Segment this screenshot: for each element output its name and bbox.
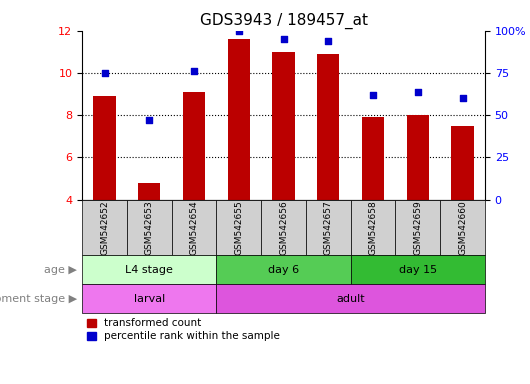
Bar [127, 200, 172, 255]
Text: age ▶: age ▶ [44, 265, 77, 275]
Text: day 15: day 15 [399, 265, 437, 275]
Bar [216, 255, 351, 284]
Text: L4 stage: L4 stage [126, 265, 173, 275]
Bar [272, 52, 295, 200]
Text: GSM542654: GSM542654 [190, 200, 199, 255]
Bar [351, 200, 395, 255]
Text: GSM542658: GSM542658 [368, 200, 377, 255]
Bar [82, 200, 127, 255]
Point [100, 70, 109, 76]
Bar [362, 117, 384, 200]
Bar [407, 115, 429, 200]
Bar [351, 255, 485, 284]
Point [235, 28, 243, 34]
Text: GSM542655: GSM542655 [234, 200, 243, 255]
Text: GSM542660: GSM542660 [458, 200, 467, 255]
Bar [227, 39, 250, 200]
Text: GSM542653: GSM542653 [145, 200, 154, 255]
Point [279, 36, 288, 42]
Point [190, 68, 198, 74]
Bar [172, 200, 216, 255]
Legend: transformed count, percentile rank within the sample: transformed count, percentile rank withi… [87, 318, 280, 341]
Bar [452, 126, 474, 200]
Bar [183, 92, 205, 200]
Text: GSM542652: GSM542652 [100, 200, 109, 255]
Bar [82, 284, 216, 313]
Point [413, 88, 422, 94]
Bar [82, 255, 216, 284]
Point [324, 38, 332, 44]
Bar [216, 200, 261, 255]
Point [458, 95, 467, 101]
Text: GSM542659: GSM542659 [413, 200, 422, 255]
Text: GSM542656: GSM542656 [279, 200, 288, 255]
Bar [93, 96, 116, 200]
Bar [306, 200, 351, 255]
Bar [317, 54, 340, 200]
Bar [440, 200, 485, 255]
Bar [395, 200, 440, 255]
Text: GSM542657: GSM542657 [324, 200, 333, 255]
Text: development stage ▶: development stage ▶ [0, 293, 77, 304]
Bar [216, 284, 485, 313]
Text: day 6: day 6 [268, 265, 299, 275]
Bar [138, 183, 161, 200]
Point [369, 92, 377, 98]
Bar [261, 200, 306, 255]
Text: adult: adult [337, 293, 365, 304]
Title: GDS3943 / 189457_at: GDS3943 / 189457_at [200, 13, 367, 29]
Point [145, 117, 154, 123]
Text: larval: larval [134, 293, 165, 304]
